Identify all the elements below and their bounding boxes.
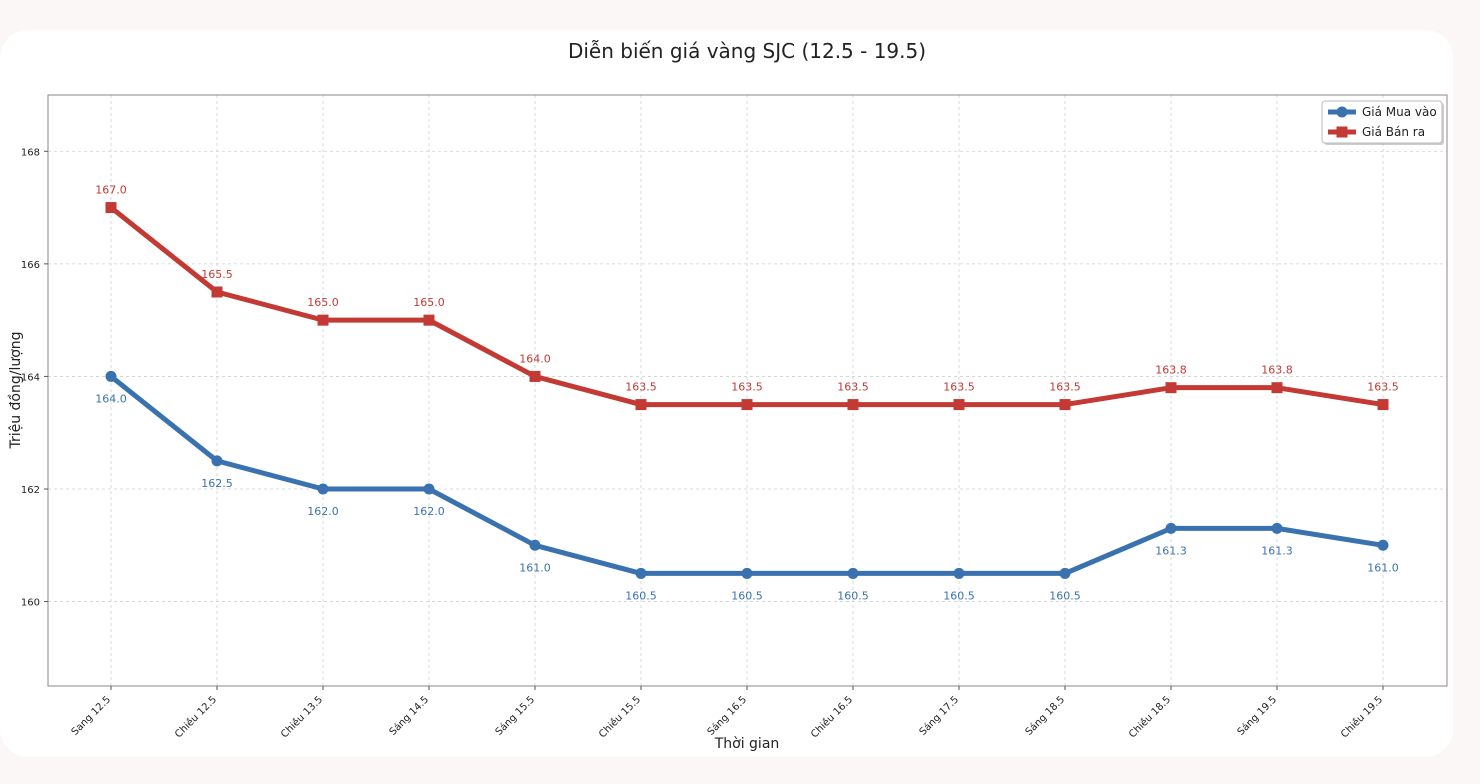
data-point xyxy=(847,567,859,579)
data-point xyxy=(317,314,329,326)
x-tick-label: Chiều 15.5 xyxy=(596,694,643,741)
data-point xyxy=(317,483,329,495)
y-tick-label: 162 xyxy=(21,485,40,496)
data-label: 162.0 xyxy=(307,505,339,518)
x-tick-label: Chiều 13.5 xyxy=(278,694,325,741)
data-label: 163.5 xyxy=(1049,381,1081,394)
data-point xyxy=(1165,522,1177,534)
legend-marker xyxy=(1336,126,1348,138)
data-label: 160.5 xyxy=(625,589,657,602)
data-point xyxy=(741,567,753,579)
data-point xyxy=(1271,382,1283,394)
data-point xyxy=(423,483,435,495)
data-label: 160.5 xyxy=(943,589,975,602)
x-tick-label: Sáng 15.5 xyxy=(493,694,537,738)
data-label: 164.0 xyxy=(519,352,551,365)
data-point xyxy=(423,314,435,326)
legend-label: Giá Mua vào xyxy=(1362,105,1437,119)
x-tick-label: Sáng 19.5 xyxy=(1235,694,1279,738)
data-point xyxy=(1377,399,1389,411)
data-point xyxy=(1271,522,1283,534)
data-label: 165.0 xyxy=(307,296,339,309)
data-label: 167.0 xyxy=(95,184,127,197)
data-label: 165.0 xyxy=(413,296,445,309)
y-axis-label: Triệu đồng/lượng xyxy=(7,331,24,449)
data-point xyxy=(1059,567,1071,579)
legend-label: Giá Bán ra xyxy=(1362,125,1425,139)
data-label: 161.0 xyxy=(519,561,551,574)
series-layer: 164.0 162.5 162.0 162.0 161.0 160.5 160.5 160.5… xyxy=(95,184,1399,603)
data-label: 163.5 xyxy=(625,381,657,394)
data-point xyxy=(1165,382,1177,394)
y-tick-label: 164 xyxy=(21,372,40,383)
data-point xyxy=(635,399,647,411)
data-label: 163.5 xyxy=(731,381,763,394)
x-tick-label: Sáng 16.5 xyxy=(705,694,749,738)
data-point xyxy=(953,399,965,411)
grid xyxy=(48,95,1447,686)
data-point xyxy=(1377,539,1389,551)
data-point xyxy=(953,567,965,579)
legend-marker xyxy=(1336,106,1348,118)
y-tick-label: 166 xyxy=(21,260,40,271)
data-label: 163.8 xyxy=(1261,364,1293,377)
data-point xyxy=(211,455,223,467)
data-label: 161.0 xyxy=(1367,561,1399,574)
x-tick-label: Sáng 17.5 xyxy=(917,694,961,738)
data-label: 163.5 xyxy=(943,381,975,394)
data-point xyxy=(529,370,541,382)
data-point xyxy=(529,539,541,551)
data-label: 165.5 xyxy=(201,268,233,281)
x-tick-label: Chiều 18.5 xyxy=(1126,694,1173,741)
data-point xyxy=(105,202,117,214)
data-label: 160.5 xyxy=(731,589,763,602)
y-tick-label: 168 xyxy=(21,147,40,158)
data-point xyxy=(105,370,117,382)
x-tick-label: Sáng 14.5 xyxy=(387,694,431,738)
data-label: 163.5 xyxy=(837,381,869,394)
x-tick-label: Chiều 19.5 xyxy=(1338,694,1385,741)
legend: Giá Mua vào Giá Bán ra xyxy=(1321,100,1444,145)
chart-title: Diễn biến giá vàng SJC (12.5 - 19.5) xyxy=(568,39,926,63)
data-label: 163.5 xyxy=(1367,381,1399,394)
data-point xyxy=(1059,399,1071,411)
data-label: 164.0 xyxy=(95,392,127,405)
data-point xyxy=(635,567,647,579)
y-axis-ticks: 160 162 164 166 168 xyxy=(21,147,48,609)
x-axis-label: Thời gian xyxy=(714,736,780,752)
data-label: 162.0 xyxy=(413,505,445,518)
data-label: 162.5 xyxy=(201,477,233,490)
data-label: 163.8 xyxy=(1155,364,1187,377)
x-tick-label: Sang 12.5 xyxy=(70,694,114,738)
data-label: 160.5 xyxy=(837,589,869,602)
data-point xyxy=(847,399,859,411)
x-tick-label: Sáng 18.5 xyxy=(1023,694,1067,738)
data-label: 160.5 xyxy=(1049,589,1081,602)
data-label: 161.3 xyxy=(1261,544,1293,557)
x-tick-label: Chiều 16.5 xyxy=(808,694,855,741)
data-point xyxy=(741,399,753,411)
data-point xyxy=(211,286,223,298)
y-tick-label: 160 xyxy=(21,598,40,609)
data-label: 161.3 xyxy=(1155,544,1187,557)
x-axis-ticks: Sang 12.5 Chiều 12.5 Chiều 13.5 Sáng 14.5 Sá… xyxy=(70,686,1385,741)
x-tick-label: Chiều 12.5 xyxy=(172,694,219,741)
